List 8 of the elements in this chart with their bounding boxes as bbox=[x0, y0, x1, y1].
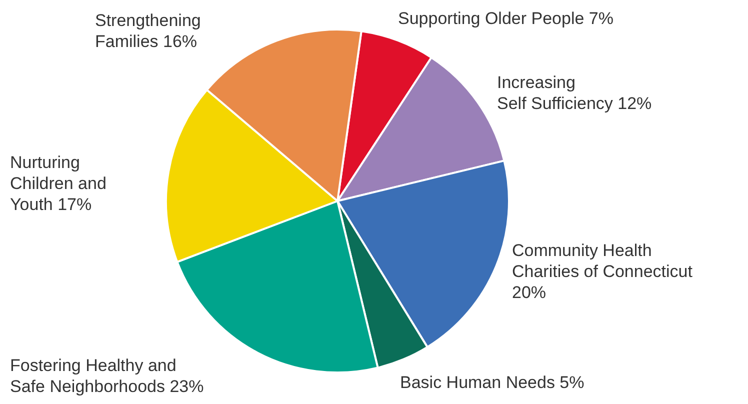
slice-label: Nurturing Children and Youth 17% bbox=[10, 152, 106, 215]
data-label: 20% bbox=[512, 283, 546, 302]
slice-label: Strengthening Families 16% bbox=[95, 10, 201, 52]
slice-label: Community Health Charities of Connecticut bbox=[512, 241, 692, 281]
slice-label: Increasing Self Sufficiency 12% bbox=[497, 72, 652, 114]
slice-label: Fostering Healthy and Safe Neighborhoods 23% bbox=[10, 355, 204, 397]
slice-label: Basic Human Needs 5% bbox=[400, 372, 584, 393]
slice-label: Supporting Older People 7% bbox=[398, 8, 614, 29]
